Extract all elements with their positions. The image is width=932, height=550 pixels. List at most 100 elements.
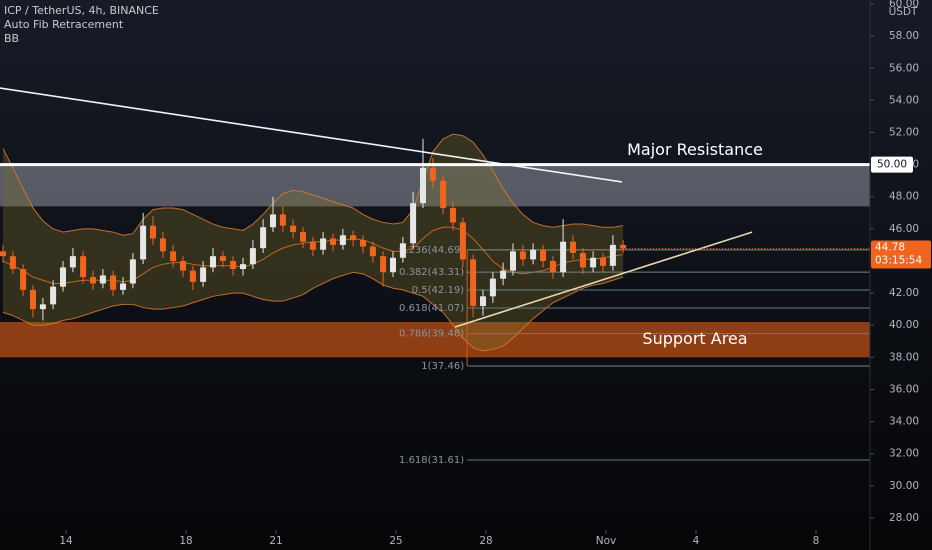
candle-body (60, 267, 66, 287)
candle-body (500, 270, 507, 279)
candle-body (519, 251, 526, 260)
x-tick-label: 21 (269, 535, 282, 547)
y-tick-label: 34.00 (889, 416, 919, 428)
x-tick-label: 8 (813, 535, 820, 547)
candle-body (330, 238, 336, 245)
fib-label: 1(37.46) (421, 361, 464, 372)
candle-body (339, 235, 346, 245)
candle-body (560, 241, 567, 273)
bb-lower (2, 271, 624, 352)
y-tick-label: 42.00 (889, 287, 919, 299)
candle-body (189, 270, 196, 282)
candle-body (549, 260, 556, 273)
candle-body (200, 267, 207, 282)
fib-label: 1.618(31.61) (399, 455, 464, 466)
candle-body (609, 244, 616, 266)
candle-body (309, 241, 316, 250)
x-tick-label: 4 (693, 535, 700, 547)
plot-area: 0.236(44.69) 0.382(43.31) 0.5(42.19) 0.618(… (0, 87, 870, 466)
support-zone (0, 322, 870, 358)
annotation: Support Area (642, 329, 747, 348)
candle-body (9, 256, 16, 270)
candle-body (140, 225, 147, 260)
fib-label: 0.5(42.19) (412, 285, 464, 296)
currency-label: USDT (889, 6, 918, 18)
fib-label: 0.382(43.31) (399, 267, 464, 278)
candle-body (369, 246, 376, 257)
candle-body (0, 251, 6, 257)
candle-body (150, 225, 156, 239)
y-tick-label: 36.00 (889, 383, 919, 395)
candle-body (50, 286, 57, 305)
candle-body (180, 260, 186, 271)
fib-label: 0.786(39.48) (399, 329, 464, 340)
candle-body (570, 241, 576, 253)
candle-body (210, 256, 216, 268)
y-tick-label: 58.00 (889, 30, 919, 42)
candle-body (600, 257, 606, 266)
candle-body (270, 214, 276, 228)
resistance-price-box (871, 156, 913, 173)
candle-body (120, 283, 126, 290)
y-tick-label: 60.00 (889, 0, 919, 10)
trendline (454, 231, 753, 328)
candle-body (20, 269, 27, 290)
candle-body (489, 278, 496, 297)
candle-body (530, 249, 537, 260)
y-tick-label: 46.00 (889, 223, 919, 235)
candle-body (170, 251, 177, 261)
y-tick-label: 56.00 (889, 62, 919, 74)
x-tick-label: 25 (389, 535, 402, 547)
y-tick-label: 30.00 (889, 480, 919, 492)
candle-body (579, 252, 586, 268)
y-tick-label: 38.00 (889, 351, 919, 363)
fib-label: 0.618(41.07) (399, 303, 464, 314)
candle-body (159, 238, 166, 252)
candle-body (459, 222, 466, 260)
candle-body (230, 260, 237, 270)
candle-body (360, 240, 366, 247)
trendline (0, 87, 623, 183)
candle-body (69, 256, 76, 268)
candle-body (219, 256, 226, 261)
candle-body (510, 251, 516, 271)
candle-body (39, 304, 46, 310)
chart-title: ICP / TetherUS, 4h, BINANCE (4, 4, 159, 17)
last-price-box (871, 240, 931, 269)
indicator-label: BB (4, 32, 19, 45)
candle-body (260, 227, 267, 249)
candle-body (390, 257, 396, 273)
last-price-label: 44.78 (875, 241, 905, 253)
candle-body (470, 259, 477, 306)
candle-body (80, 256, 87, 278)
candle-body (99, 275, 106, 284)
y-tick-label: 52.00 (889, 127, 919, 139)
candle-body (410, 203, 417, 244)
candle-body (620, 244, 627, 249)
candle-body (240, 264, 246, 270)
candle-body (440, 180, 447, 208)
x-tick-label: 28 (479, 535, 492, 547)
candle-body (399, 243, 406, 258)
bb-upper (2, 133, 624, 236)
countdown-label: 03:15:54 (875, 254, 922, 266)
x-tick-label: 14 (59, 535, 73, 547)
candle-body (300, 232, 306, 242)
candle-body (90, 277, 96, 284)
fib-label: 0.236(44.69) (399, 245, 464, 256)
candle-body (30, 289, 36, 310)
y-tick-label: 28.00 (889, 512, 919, 524)
x-tick-label: Nov (596, 535, 617, 547)
candle-body (110, 275, 117, 290)
y-tick-label: 32.00 (889, 448, 919, 460)
indicator-label: Auto Fib Retracement (4, 18, 124, 31)
candle-body (380, 256, 387, 273)
resistance-price-label: 50.00 (877, 159, 907, 171)
candle-body (279, 214, 286, 226)
candle-body (540, 249, 546, 261)
candle-body (429, 167, 436, 181)
x-tick-label: 18 (179, 535, 192, 547)
candle-body (290, 225, 297, 233)
